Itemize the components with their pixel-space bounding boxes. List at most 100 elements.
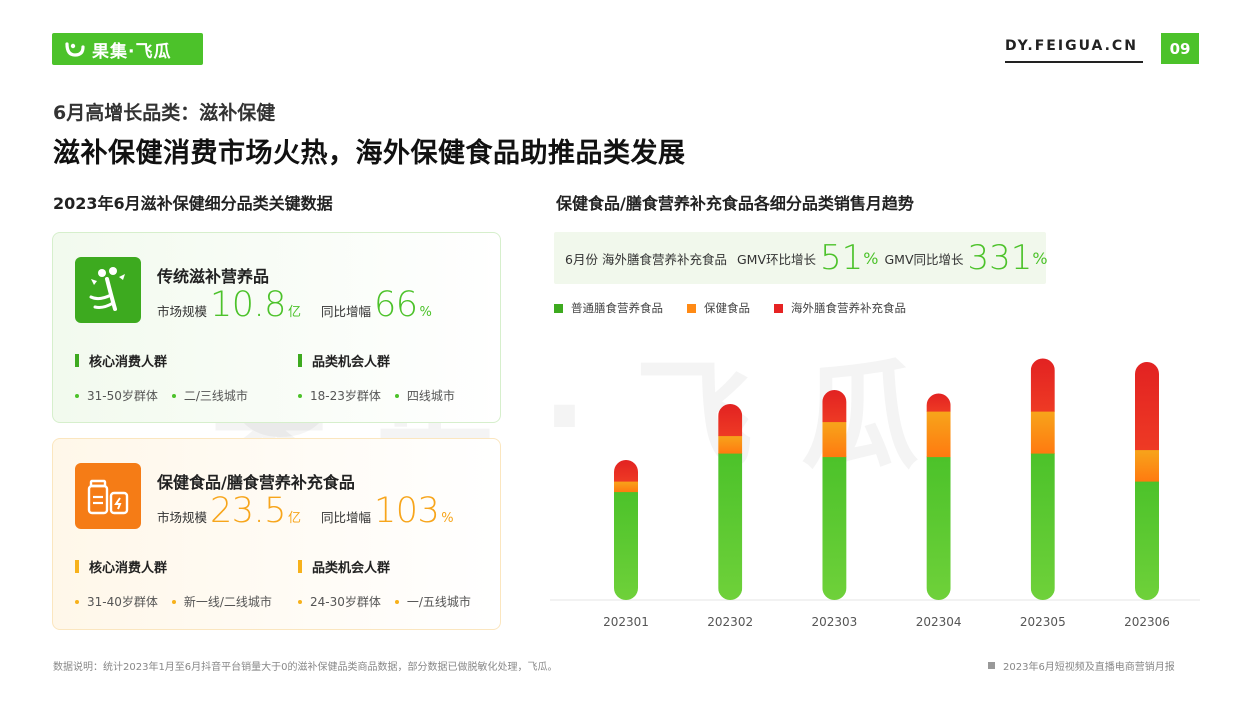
bar-stack-202302 — [718, 404, 743, 600]
mom-growth-label: GMV环比增长 — [736, 251, 816, 267]
market-size-value: 10.8 — [210, 285, 286, 325]
bar-segment-202306-s1 — [1135, 449, 1159, 482]
bar-segment-202304-s2 — [926, 393, 951, 412]
bar-segment-202306-s0 — [1135, 481, 1159, 600]
x-tick-label: 202301 — [603, 615, 649, 629]
x-tick-label: 202304 — [916, 615, 962, 629]
legend-item: 海外膳食营养补充食品 — [774, 300, 906, 316]
group-marker — [75, 560, 79, 573]
brand-logo-icon — [65, 42, 85, 57]
yoy-gmv-unit: % — [1032, 248, 1048, 268]
tag-item: 31-40岁群体 — [75, 593, 158, 610]
tag-item: 一/五线城市 — [394, 593, 471, 610]
mom-growth-value: 51 — [820, 238, 864, 278]
ginseng-icon — [75, 257, 141, 323]
legend-item: 普通膳食营养食品 — [554, 300, 663, 316]
group-marker — [75, 354, 79, 367]
bar-segment-202305-s2 — [1030, 358, 1055, 412]
yoy-gmv-value: 331 — [967, 238, 1033, 278]
legend-label: 普通膳食营养食品 — [571, 301, 663, 315]
category-name: 保健食品/膳食营养补充食品 — [157, 473, 355, 492]
bar-segment-202303-s1 — [822, 421, 847, 458]
opportunity-group: 品类机会人群 18-23岁群体 四线城市 — [298, 351, 469, 404]
bar-segment-202304-s0 — [926, 456, 951, 600]
x-tick-label: 202303 — [811, 615, 857, 629]
supplement-bottles-icon — [75, 463, 141, 529]
chart-legend: 普通膳食营养食品 保健食品 海外膳食营养补充食品 — [554, 300, 930, 316]
site-url[interactable]: DY.FEIGUA.CN — [1005, 38, 1138, 54]
core-consumer-title: 核心消费人群 — [89, 355, 168, 370]
yoy-growth-unit: % — [419, 305, 432, 320]
yoy-growth-label: 同比增幅 — [320, 510, 371, 525]
brand-logo: 果集·飞瓜 — [52, 33, 203, 65]
bar-segment-202301-s0 — [614, 491, 638, 600]
legend-label: 海外膳食营养补充食品 — [791, 301, 906, 315]
stat-row: 市场规模 23.5 亿 同比增幅 103 % — [157, 491, 474, 533]
yoy-growth-value: 103 — [373, 491, 440, 531]
market-size-value: 23.5 — [210, 491, 286, 531]
tag-item: 18-23岁群体 — [298, 387, 381, 404]
market-size-unit: 亿 — [287, 511, 301, 526]
report-marker — [988, 662, 995, 669]
x-tick-label: 202302 — [707, 615, 753, 629]
bar-segment-202305-s0 — [1030, 453, 1055, 600]
x-tick-label: 202305 — [1020, 615, 1066, 629]
report-name: 2023年6月短视频及直播电商营销月报 — [988, 658, 1175, 673]
legend-label: 保健食品 — [704, 301, 750, 315]
highlight-month: 6月份 — [565, 251, 598, 267]
bar-segment-202303-s0 — [822, 456, 847, 600]
yoy-growth-label: 同比增幅 — [320, 304, 371, 319]
page-subtitle: 6月高增长品类：滋补保健 — [53, 102, 276, 124]
legend-swatch — [774, 303, 783, 313]
bar-segment-202301-s1 — [614, 481, 638, 493]
tag-item: 31-50岁群体 — [75, 387, 158, 404]
opportunity-group: 品类机会人群 24-30岁群体 一/五线城市 — [298, 557, 485, 610]
bar-segment-202302-s1 — [718, 435, 743, 454]
yoy-growth-value: 66 — [373, 285, 418, 325]
bar-stack-202304 — [926, 393, 951, 600]
tag-item: 四线城市 — [394, 387, 455, 404]
brand-logo-text: 果集·飞瓜 — [92, 41, 172, 62]
bar-stack-202306 — [1135, 362, 1159, 600]
bar-stack-202303 — [822, 390, 847, 600]
yoy-gmv-label: GMV同比增长 — [884, 251, 964, 267]
x-tick-label: 202306 — [1124, 615, 1170, 629]
category-card-supplements: 保健食品/膳食营养补充食品 市场规模 23.5 亿 同比增幅 103 % 核心消… — [52, 438, 501, 630]
report-label: 2023年6月短视频及直播电商营销月报 — [1003, 662, 1175, 673]
market-size-label: 市场规模 — [157, 304, 208, 319]
left-section-title: 2023年6月滋补保健细分品类关键数据 — [53, 194, 333, 213]
bar-segment-202302-s2 — [718, 404, 743, 437]
mom-growth-unit: % — [863, 248, 879, 268]
data-footnote: 数据说明：统计2023年1月至6月抖音平台销量大于0的滋补保健品类商品数据，部分… — [53, 662, 558, 673]
highlight-category: 海外膳食营养补充食品 — [601, 251, 727, 267]
bar-stack-202305 — [1030, 358, 1055, 600]
bar-segment-202302-s0 — [718, 453, 743, 600]
bar-segment-202306-s2 — [1135, 362, 1159, 451]
yoy-growth-unit: % — [441, 511, 454, 526]
bar-segment-202301-s2 — [614, 460, 638, 482]
tag-item: 二/三线城市 — [171, 387, 248, 404]
legend-swatch — [554, 303, 563, 313]
chart-section-title: 保健食品/膳食营养补充食品各细分品类销售月趋势 — [556, 194, 914, 213]
legend-item: 保健食品 — [687, 300, 750, 316]
market-size-unit: 亿 — [287, 305, 301, 320]
stat-row: 市场规模 10.8 亿 同比增幅 66 % — [157, 285, 452, 327]
opportunity-title: 品类机会人群 — [312, 355, 391, 370]
opportunity-title: 品类机会人群 — [312, 561, 391, 576]
core-consumer-group: 核心消费人群 31-50岁群体 二/三线城市 — [75, 351, 262, 404]
page-title: 滋补保健消费市场火热，海外保健食品助推品类发展 — [53, 138, 686, 169]
tag-item: 新一线/二线城市 — [171, 593, 272, 610]
site-underline — [1005, 61, 1143, 63]
tag-item: 24-30岁群体 — [298, 593, 381, 610]
group-marker — [298, 560, 302, 573]
category-card-traditional: 传统滋补营养品 市场规模 10.8 亿 同比增幅 66 % 核心消费人群 31-… — [52, 232, 501, 423]
bar-segment-202305-s1 — [1030, 411, 1055, 454]
highlight-banner: 6月份 海外膳食营养补充食品 GMV环比增长 51 % GMV同比增长 331 … — [554, 232, 1048, 284]
page-number: 09 — [1161, 33, 1199, 64]
core-consumer-title: 核心消费人群 — [89, 561, 168, 576]
category-name: 传统滋补营养品 — [157, 267, 270, 286]
market-size-label: 市场规模 — [157, 510, 208, 525]
bar-segment-202304-s1 — [926, 411, 951, 458]
legend-swatch — [687, 303, 696, 313]
stacked-bar-chart: 202301 202302 202303 202304 202305 202306 — [550, 358, 1200, 629]
